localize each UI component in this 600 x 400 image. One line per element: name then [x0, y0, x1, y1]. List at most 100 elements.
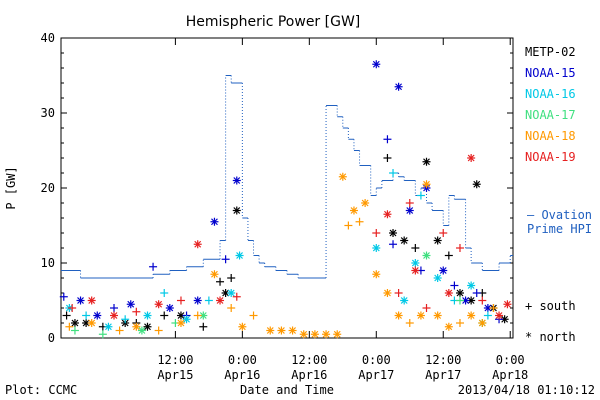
marker-stroke [462, 297, 469, 304]
metp-02-point-north [422, 157, 431, 166]
marker-legend-north: * north [525, 330, 576, 344]
noaa-16-point-north [235, 251, 244, 260]
metp-02-point-north [70, 319, 79, 327]
metp-02-point-south [227, 274, 236, 282]
metp-02-point-north [221, 289, 230, 297]
marker-stroke [88, 319, 96, 327]
marker-stroke [144, 323, 151, 331]
metp-02-point-north [143, 322, 152, 331]
marker-stroke [411, 267, 419, 274]
marker-stroke [467, 297, 475, 304]
marker-stroke [333, 330, 341, 338]
noaa-19-point-south [372, 229, 381, 237]
marker-stroke [406, 207, 414, 214]
y-tick-label: 20 [41, 181, 55, 195]
marker-stroke [434, 237, 442, 244]
noaa-18-point-south [193, 311, 202, 320]
marker-stroke [445, 323, 453, 331]
noaa-17-point-north [422, 251, 431, 260]
marker-stroke [233, 177, 241, 184]
metp-02-point-south [62, 311, 71, 320]
marker-stroke [227, 289, 235, 297]
noaa-17-point-south [70, 326, 79, 335]
noaa-18-point-south [355, 217, 364, 226]
noaa-18-point-south [344, 221, 353, 230]
noaa-18-point-north [210, 270, 219, 279]
noaa-17-point-north [199, 311, 208, 320]
noaa-18-point-north [299, 330, 308, 339]
marker-stroke [484, 304, 492, 312]
marker-stroke [467, 154, 475, 162]
marker-stroke [82, 319, 90, 327]
marker-stroke [289, 327, 297, 334]
marker-stroke [110, 312, 118, 319]
noaa-15-point-north [76, 296, 85, 305]
noaa-18-point-south [154, 326, 163, 335]
noaa-15-point-north [394, 82, 403, 91]
noaa-15-point-south [389, 240, 398, 249]
noaa-16-point-south [160, 289, 169, 297]
noaa-16-point-south [204, 296, 213, 305]
marker-stroke [423, 180, 430, 188]
noaa-18-point-north [266, 326, 275, 335]
noaa-15-point-south [472, 289, 481, 297]
noaa-15-point-south [110, 304, 119, 312]
noaa-18-point-south [65, 322, 74, 331]
noaa-18-point-north [478, 319, 487, 327]
noaa-18-point-south [489, 304, 498, 312]
marker-stroke [194, 297, 202, 304]
noaa-18-point-north [338, 172, 347, 181]
marker-legend: + south * north [525, 299, 576, 344]
marker-stroke [233, 207, 241, 214]
noaa-19-point-south [176, 296, 185, 305]
marker-stroke [311, 330, 319, 338]
noaa-17-point-south [98, 330, 107, 339]
legend-noaa-16: NOAA-16 [525, 87, 576, 101]
noaa-18-point-south [115, 326, 124, 335]
y-tick-label: 0 [48, 331, 55, 345]
noaa-15-point-north [193, 296, 202, 305]
noaa-19-point-south [68, 304, 77, 312]
x-tick-label-date: Apr16 [224, 368, 260, 382]
marker-stroke [183, 315, 190, 323]
x-tick-label-time: 0:00 [228, 353, 257, 367]
metp-02-point-north [433, 236, 442, 245]
y-axis: 0 10 20 30 40 [41, 31, 513, 345]
x-tick-label-time: 12:00 [425, 353, 461, 367]
noaa-19-point-north [495, 311, 504, 320]
marker-stroke [138, 327, 146, 334]
noaa-18-point-south [227, 304, 236, 312]
noaa-18-point-north [372, 270, 381, 279]
noaa-19-point-south [439, 229, 448, 237]
noaa-18-point-north [277, 326, 286, 335]
noaa-18-point-north [394, 311, 403, 320]
metp-02-point-south [199, 322, 208, 331]
marker-stroke [132, 323, 140, 331]
ovation-prime-hpi-line [61, 75, 513, 279]
metp-02-point-south [216, 277, 225, 286]
marker-stroke [199, 312, 207, 319]
noaa-18-point-north [238, 322, 247, 331]
noaa-18-point-north [383, 289, 392, 297]
noaa-19-point-south [132, 307, 141, 316]
x-tick-label-date: Apr17 [358, 368, 394, 382]
marker-stroke [166, 304, 174, 312]
noaa-19-point-north [383, 210, 392, 219]
noaa-18-point-north [288, 326, 297, 335]
noaa-16-point-north [433, 274, 442, 282]
noaa-19-point-north [110, 311, 119, 320]
noaa-18-point-north [467, 311, 476, 320]
marker-stroke [467, 312, 475, 319]
noaa-19-point-north [193, 240, 202, 249]
marker-stroke [456, 289, 464, 297]
metp-02-point-north [176, 311, 185, 320]
series-legend: METP-02 NOAA-15 NOAA-16 NOAA-17 NOAA-18 NOAA-… [525, 45, 576, 164]
metp-02-point-north [472, 180, 481, 189]
noaa-15-point-south [383, 135, 392, 144]
data-points [59, 60, 512, 339]
marker-stroke [423, 252, 430, 259]
noaa-18-point-north [444, 322, 453, 331]
marker-stroke [478, 319, 486, 327]
noaa-16-point-north [372, 244, 381, 252]
x-tick-label-date: Apr18 [492, 368, 528, 382]
